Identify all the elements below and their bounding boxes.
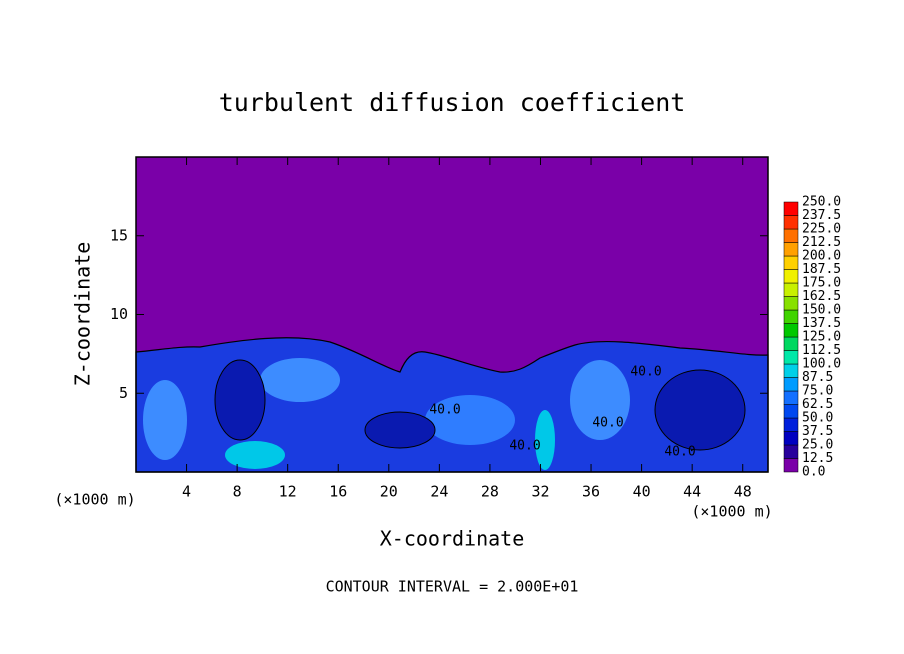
field-patch	[364, 411, 436, 449]
field-patch	[535, 410, 555, 470]
x-tick-label: 40	[633, 483, 651, 501]
colorbar-box	[783, 242, 799, 257]
y-unit: (×1000 m)	[54, 491, 135, 509]
x-tick-label: 12	[279, 483, 297, 501]
y-axis-label: Z-coordinate	[71, 242, 95, 387]
x-tick-label: 36	[582, 483, 600, 501]
x-tick-label: 20	[380, 483, 398, 501]
colorbar-label: 175.0	[802, 276, 841, 291]
colorbar-box	[783, 350, 799, 365]
x-tick-label: 8	[233, 483, 242, 501]
x-axis-label: X-coordinate	[380, 527, 525, 551]
y-tick-label: 15	[110, 226, 128, 244]
contour-label: 40.0	[664, 445, 695, 460]
contour-label: 40.0	[509, 439, 540, 454]
contour-label: 40.0	[592, 416, 623, 431]
colorbar-box	[783, 309, 799, 324]
colorbar-box	[783, 444, 799, 459]
y-tick-label: 5	[119, 384, 128, 402]
colorbar-box	[783, 390, 799, 405]
colorbar-label: 62.5	[802, 397, 833, 412]
colorbar-box	[783, 215, 799, 230]
colorbar-box	[783, 336, 799, 351]
colorbar-label: 162.5	[802, 289, 841, 304]
y-tick-label: 10	[110, 305, 128, 323]
colorbar-box	[783, 255, 799, 270]
colorbar-label: 0.0	[802, 465, 825, 480]
colorbar-box	[783, 417, 799, 432]
colorbar-box	[783, 201, 799, 216]
x-tick-label: 32	[531, 483, 549, 501]
x-unit: (×1000 m)	[691, 503, 772, 521]
x-tick-label: 16	[329, 483, 347, 501]
colorbar-label: 25.0	[802, 438, 833, 453]
colorbar-label: 250.0	[802, 195, 841, 210]
colorbar-label: 237.5	[802, 208, 841, 223]
x-tick-label: 44	[683, 483, 701, 501]
colorbar-label: 212.5	[802, 235, 841, 250]
x-tick-label: 24	[430, 483, 448, 501]
colorbar-label: 75.0	[802, 384, 833, 399]
contour-label: 40.0	[630, 365, 661, 380]
field-patch	[143, 380, 187, 460]
colorbar-box	[783, 377, 799, 392]
x-tick-label: 28	[481, 483, 499, 501]
colorbar-label: 37.5	[802, 424, 833, 439]
colorbar-box	[783, 296, 799, 311]
colorbar-box	[783, 228, 799, 243]
colorbar-label: 100.0	[802, 357, 841, 372]
field-patch	[425, 395, 515, 445]
field-patch	[260, 358, 340, 402]
colorbar-label: 137.5	[802, 316, 841, 331]
field-patch	[214, 359, 266, 441]
colorbar-label: 112.5	[802, 343, 841, 358]
field	[135, 156, 769, 473]
colorbar-label: 150.0	[802, 303, 841, 318]
colorbar-label: 200.0	[802, 249, 841, 264]
x-tick-label: 4	[182, 483, 191, 501]
colorbar-label: 125.0	[802, 330, 841, 345]
footer: CONTOUR INTERVAL = 2.000E+01	[326, 578, 579, 596]
colorbar-box	[783, 269, 799, 284]
colorbar-box	[783, 404, 799, 419]
colorbar-label: 187.5	[802, 262, 841, 277]
colorbar-box	[783, 458, 799, 473]
colorbar-box	[783, 431, 799, 446]
x-tick-label: 48	[734, 483, 752, 501]
field-patch	[654, 369, 746, 451]
contour-label: 40.0	[429, 403, 460, 418]
field-patch	[570, 360, 630, 440]
colorbar-label: 12.5	[802, 451, 833, 466]
colorbar-box	[783, 282, 799, 297]
colorbar-label: 50.0	[802, 411, 833, 426]
colorbar-label: 87.5	[802, 370, 833, 385]
colorbar-box	[783, 323, 799, 338]
colorbar-label: 225.0	[802, 222, 841, 237]
colorbar-box	[783, 363, 799, 378]
chart-title: turbulent diffusion coefficient	[219, 88, 686, 117]
field-patch	[225, 441, 285, 469]
